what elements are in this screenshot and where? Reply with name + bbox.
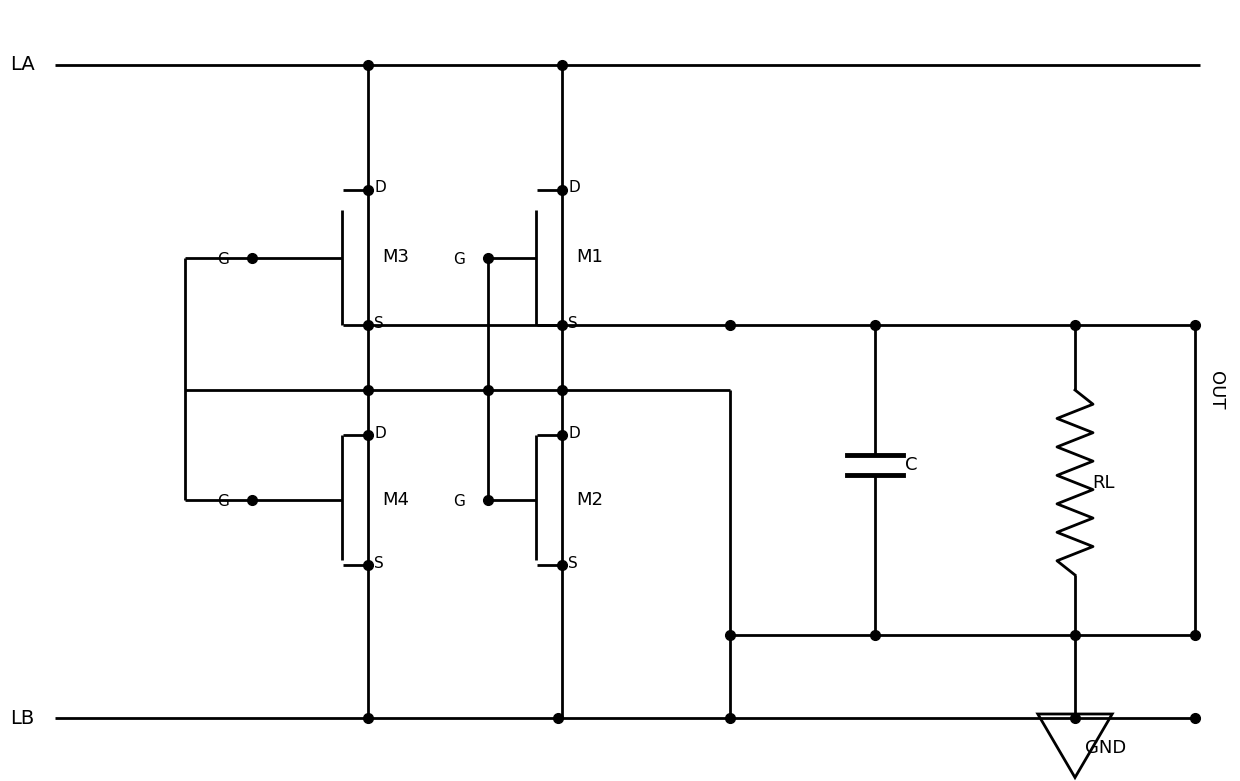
Text: S: S [374,316,383,330]
Text: G: G [217,252,229,268]
Text: M4: M4 [382,491,409,509]
Text: LA: LA [10,55,35,74]
Text: D: D [568,426,580,440]
Text: S: S [568,316,578,330]
Text: C: C [905,456,918,474]
Text: D: D [374,180,386,195]
Text: G: G [453,494,465,509]
Text: D: D [374,426,386,440]
Text: LB: LB [10,708,35,727]
Text: G: G [453,252,465,268]
Text: GND: GND [1085,739,1126,757]
Text: S: S [568,555,578,570]
Text: D: D [568,180,580,195]
Text: M2: M2 [577,491,603,509]
Text: OUT: OUT [1207,371,1225,409]
Text: S: S [374,555,383,570]
Text: G: G [217,494,229,509]
Text: RL: RL [1092,474,1115,492]
Text: M1: M1 [577,248,603,266]
Text: M3: M3 [382,248,409,266]
